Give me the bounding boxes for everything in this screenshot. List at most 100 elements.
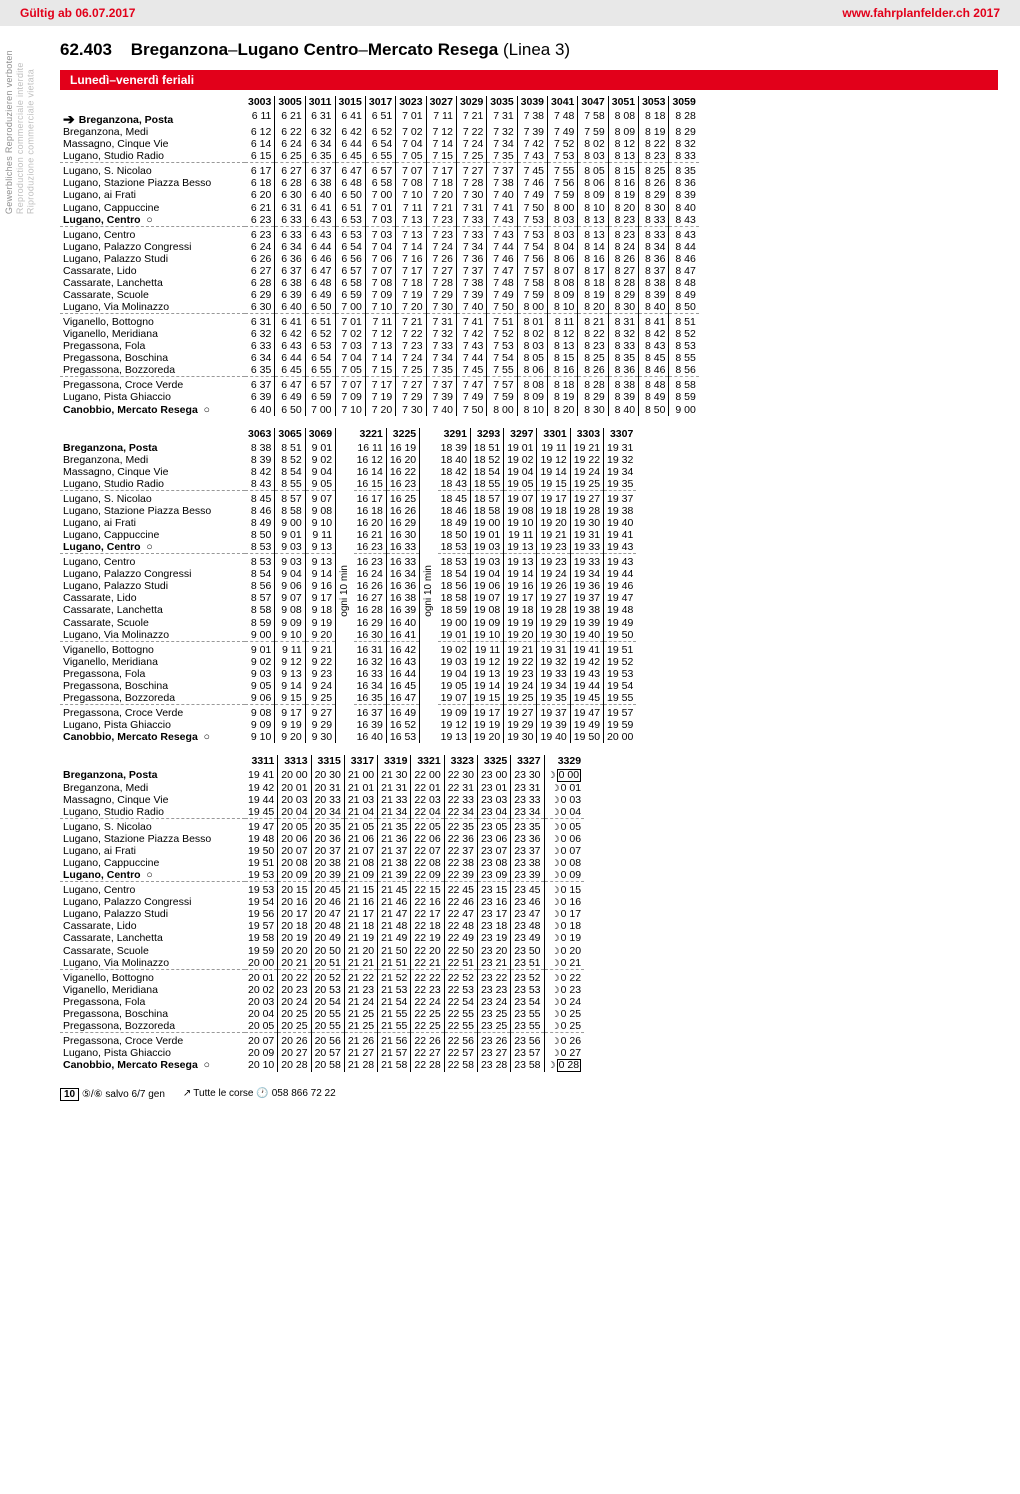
time-cell: 19 19 (504, 617, 537, 629)
time-cell: 20 05 (245, 1020, 278, 1033)
time-cell: 6 44 (305, 241, 335, 253)
time-cell: 20 00 (278, 769, 311, 782)
time-cell: 7 00 (335, 301, 365, 314)
time-cell: 23 55 (511, 1008, 544, 1020)
time-cell: 9 01 (275, 529, 305, 541)
time-cell: 19 01 (438, 629, 471, 642)
time-cell: 22 55 (444, 1008, 477, 1020)
time-cell: 8 27 (608, 265, 638, 277)
time-cell: 9 19 (305, 617, 335, 629)
time-cell: 8 45 (245, 490, 275, 505)
time-cell: 7 35 (487, 150, 517, 163)
time-cell: 19 33 (537, 668, 570, 680)
time-cell: 16 40 (386, 617, 419, 629)
time-cell: 6 34 (275, 241, 305, 253)
time-cell: 0 07 (544, 845, 584, 857)
time-cell: 6 28 (275, 177, 305, 189)
stop-name: Lugano, Via Molinazzo (60, 301, 245, 314)
time-cell: 8 06 (548, 253, 578, 265)
time-cell: 16 34 (354, 680, 387, 692)
time-cell: 20 33 (311, 794, 344, 806)
stop-name: Pregassona, Croce Verde (60, 704, 245, 719)
time-cell: 19 22 (504, 656, 537, 668)
time-cell: 22 46 (444, 896, 477, 908)
time-cell: 8 21 (578, 314, 608, 329)
time-cell: 19 52 (604, 656, 637, 668)
time-cell: 21 55 (378, 1008, 411, 1020)
time-cell: 8 23 (608, 226, 638, 241)
time-cell: 8 54 (245, 568, 275, 580)
time-cell: 0 00 (544, 769, 584, 782)
time-cell: 22 51 (444, 957, 477, 970)
time-cell: 21 16 (344, 896, 377, 908)
time-cell: 20 47 (311, 908, 344, 920)
time-cell: 18 56 (438, 580, 471, 592)
time-cell: 16 33 (386, 554, 419, 569)
trip-header: 3313 (278, 755, 311, 769)
time-cell: 23 00 (477, 769, 510, 782)
time-cell: 6 24 (245, 241, 275, 253)
stop-name: Pregassona, Fola (60, 996, 245, 1008)
stop-name: Lugano, Palazzo Studi (60, 908, 245, 920)
time-cell: 19 50 (604, 629, 637, 642)
time-cell: 8 25 (578, 352, 608, 364)
time-cell: 6 31 (275, 202, 305, 214)
time-cell: 20 18 (278, 920, 311, 932)
trip-header: 3301 (537, 428, 570, 442)
time-cell: 7 42 (456, 328, 486, 340)
time-cell: 8 06 (578, 177, 608, 189)
trip-header: 3023 (396, 96, 426, 110)
time-cell: 7 23 (426, 214, 456, 227)
time-cell: 22 47 (444, 908, 477, 920)
time-cell: 16 25 (386, 490, 419, 505)
time-cell: 6 25 (275, 150, 305, 163)
time-cell: 23 46 (511, 896, 544, 908)
time-cell: 7 49 (456, 391, 486, 403)
time-cell: 20 20 (278, 945, 311, 957)
time-cell: 9 17 (305, 592, 335, 604)
time-cell: 7 36 (456, 253, 486, 265)
time-cell: 23 39 (511, 869, 544, 882)
time-cell: 7 15 (365, 364, 395, 377)
stop-name: Pregassona, Fola (60, 340, 245, 352)
time-cell: 16 21 (354, 529, 387, 541)
time-cell: 21 24 (344, 996, 377, 1008)
time-cell: 8 51 (275, 442, 305, 454)
time-cell: 7 12 (426, 126, 456, 138)
time-cell: 7 25 (456, 150, 486, 163)
time-cell: 8 26 (608, 253, 638, 265)
time-cell: 8 49 (245, 517, 275, 529)
time-cell: 8 58 (245, 604, 275, 616)
time-cell: 8 10 (517, 404, 547, 416)
time-cell: 8 58 (275, 505, 305, 517)
time-cell: 23 58 (511, 1059, 544, 1072)
stop-name: Lugano, Studio Radio (60, 150, 245, 163)
time-cell: 7 04 (335, 352, 365, 364)
time-cell: 7 41 (487, 202, 517, 214)
time-cell: 8 33 (608, 340, 638, 352)
time-cell: 22 15 (411, 882, 444, 897)
time-cell: 8 29 (669, 126, 699, 138)
time-cell: 22 34 (444, 806, 477, 819)
stop-name: Massagno, Cinque Vie (60, 466, 245, 478)
time-cell: 7 18 (396, 277, 426, 289)
time-cell: 7 32 (487, 126, 517, 138)
time-cell: 7 33 (456, 214, 486, 227)
time-cell: 0 06 (544, 833, 584, 845)
time-cell: 19 01 (470, 529, 503, 541)
time-cell: 8 03 (548, 226, 578, 241)
time-cell: 7 30 (456, 189, 486, 201)
time-cell: 9 03 (275, 541, 305, 554)
time-cell: 20 48 (311, 920, 344, 932)
trip-header: 3315 (311, 755, 344, 769)
time-cell: 7 58 (517, 277, 547, 289)
time-cell: 19 04 (438, 668, 471, 680)
time-cell: 19 50 (245, 845, 278, 857)
time-cell: 7 37 (456, 265, 486, 277)
time-cell: 8 23 (608, 214, 638, 227)
time-cell: 7 18 (426, 177, 456, 189)
time-cell: 19 19 (470, 719, 503, 731)
stop-name: Viganello, Meridiana (60, 984, 245, 996)
time-cell: 6 22 (275, 126, 305, 138)
time-cell: 6 30 (245, 301, 275, 314)
